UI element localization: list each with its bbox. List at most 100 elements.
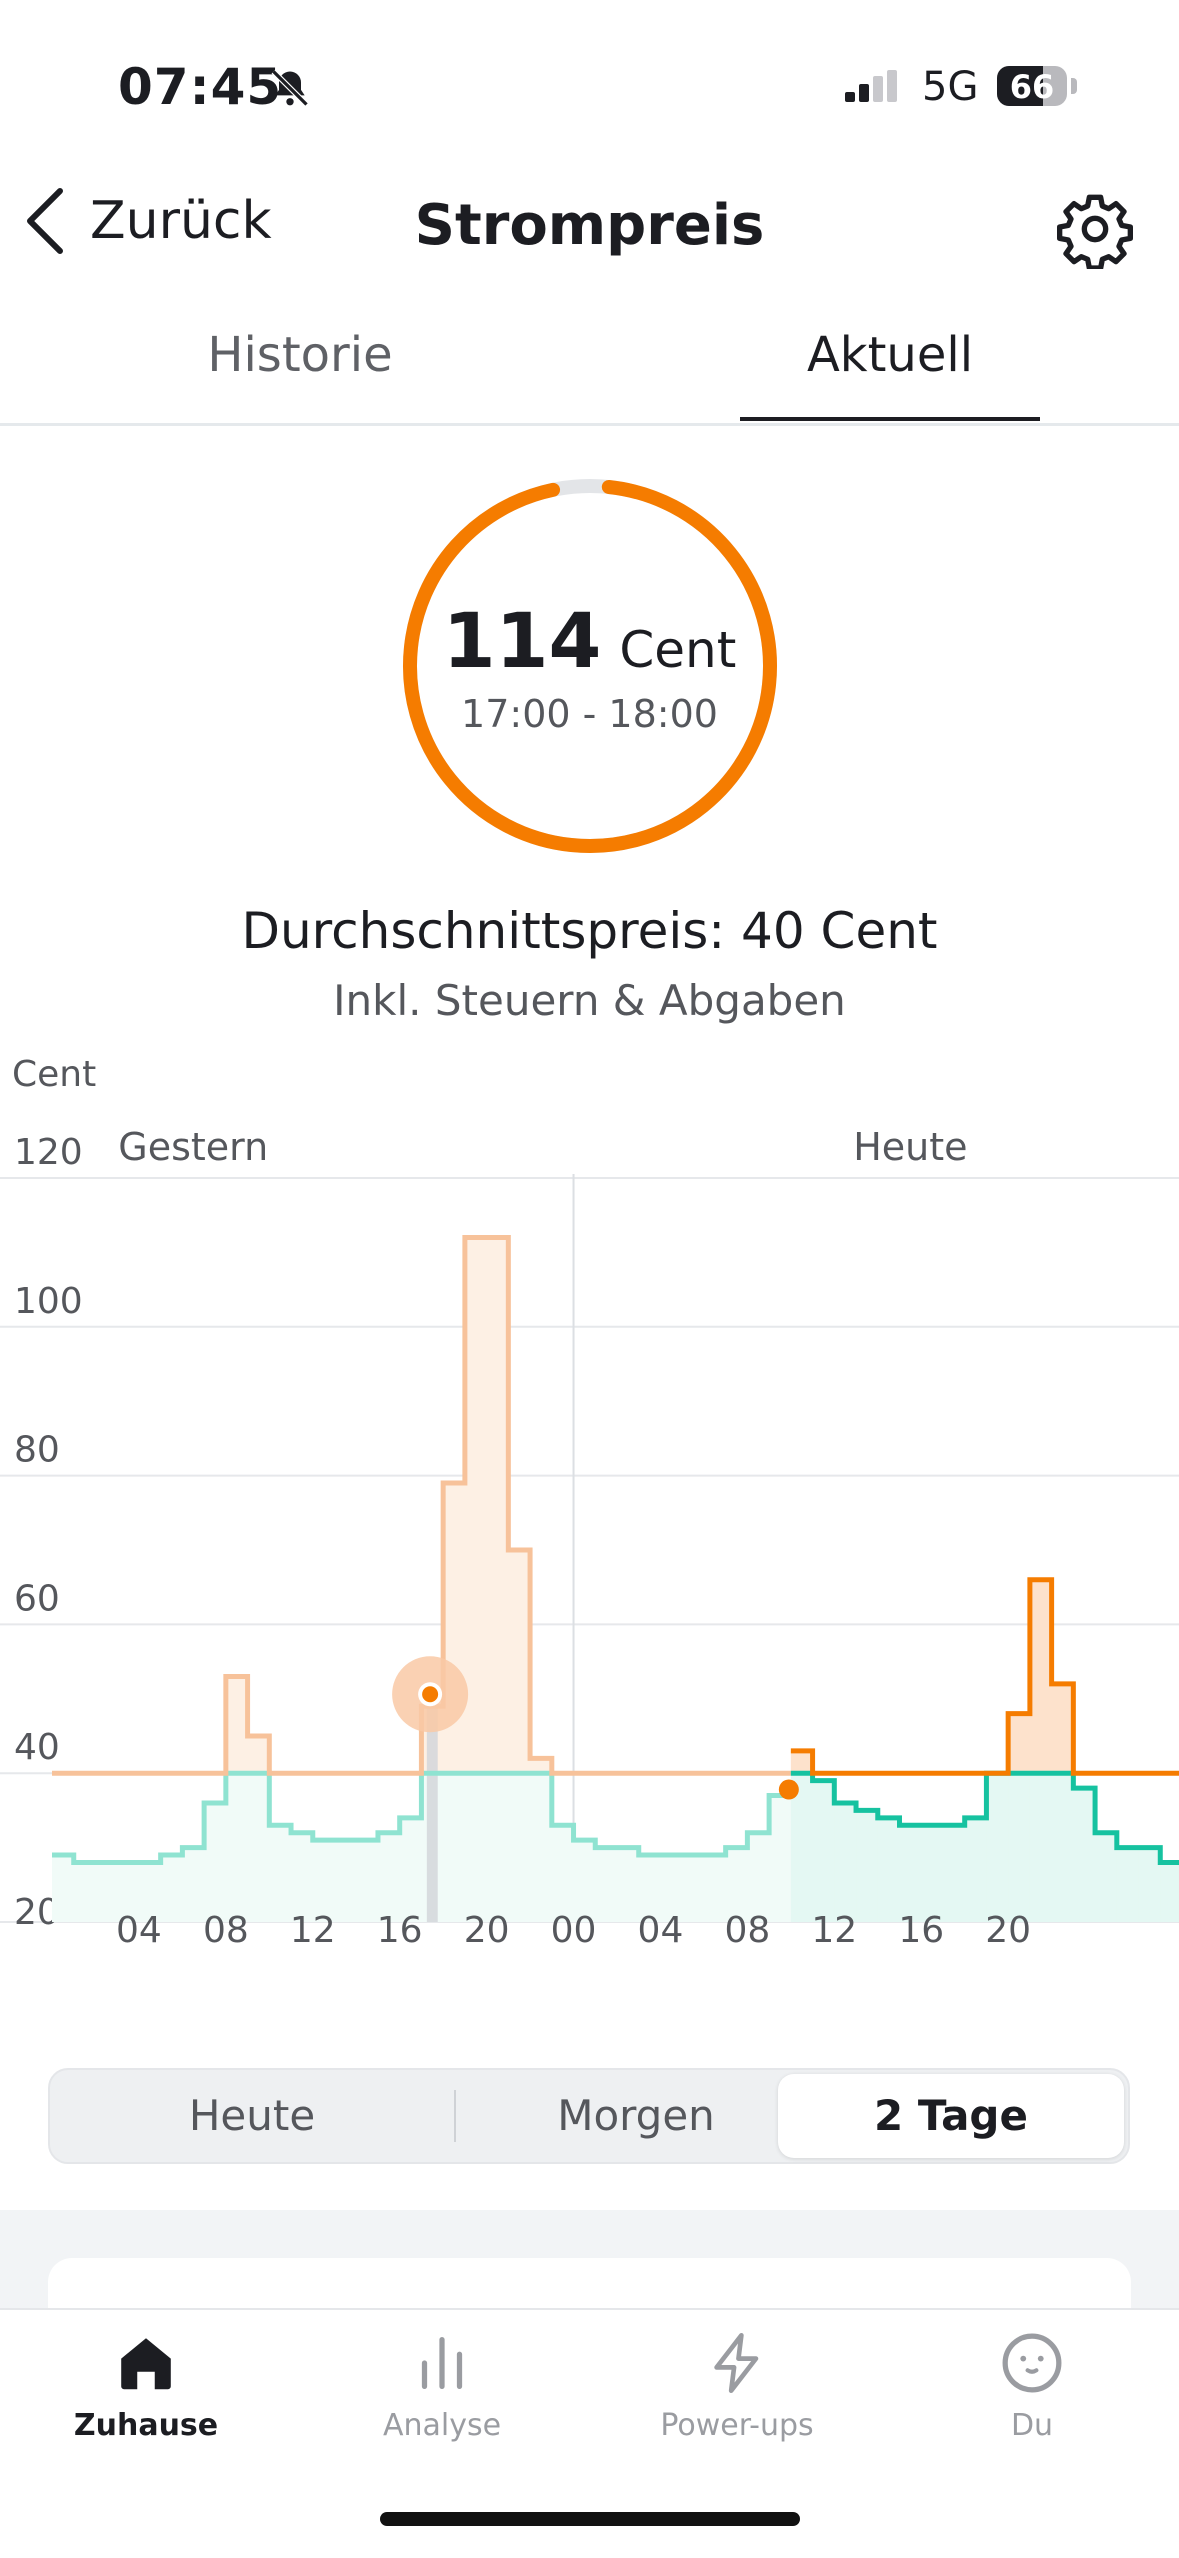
day-label-gestern: Gestern: [118, 1125, 268, 1169]
x-tick-label: 00: [551, 1910, 597, 1951]
low-fill-bin: [225, 1773, 249, 1922]
tab-aktuell[interactable]: Aktuell: [806, 327, 974, 383]
low-fill-bin: [551, 1825, 575, 1922]
tab-bar-top: Historie Aktuell: [0, 305, 1179, 426]
x-tick-label: 12: [811, 1910, 857, 1951]
low-fill-bin: [1160, 1862, 1179, 1922]
price-note: Inkl. Steuern & Abgaben: [333, 976, 846, 1025]
tab-underline: [740, 417, 1040, 421]
low-fill-bin: [660, 1855, 683, 1922]
low-fill-bin: [312, 1840, 335, 1922]
tabbar-item-zuhause[interactable]: Zuhause: [26, 2328, 266, 2443]
x-tick-label: 16: [377, 1910, 423, 1951]
high-fill-bin: [1008, 1713, 1031, 1774]
y-tick-label: 120: [14, 1132, 83, 1173]
high-fill-bin: [464, 1237, 488, 1774]
current-marker-dot: [422, 1686, 439, 1703]
current-hour-bar: [426, 1706, 438, 1922]
network-type: 5G: [922, 64, 979, 110]
low-fill-bin: [1029, 1773, 1053, 1922]
current-price: 114 Cent: [0, 596, 1179, 685]
tab-historie[interactable]: Historie: [207, 327, 393, 383]
low-fill-bin: [443, 1773, 466, 1922]
bell-muted-icon: [271, 69, 309, 107]
low-fill-bin: [638, 1855, 661, 1922]
price-chart[interactable]: Cent 20 40 60 80 100 120 Gestern Heute 04 08 12 16 20…: [0, 1050, 1179, 1980]
tabbar-item-du[interactable]: Du: [912, 2328, 1152, 2443]
low-fill-bin: [334, 1840, 357, 1922]
high-fill-bin: [486, 1237, 509, 1774]
low-fill-bin: [1008, 1773, 1031, 1922]
low-fill-bin: [1138, 1847, 1161, 1922]
home-indicator: [380, 2512, 800, 2526]
cell-signal-icon: [845, 70, 897, 102]
x-tick-label: 20: [464, 1910, 510, 1951]
low-fill-bin: [356, 1840, 379, 1922]
low-fill-bin: [52, 1855, 75, 1922]
low-fill-bin: [573, 1840, 596, 1922]
battery-level: 66: [1009, 68, 1055, 106]
high-fill-bin: [790, 1750, 814, 1774]
high-fill-bin: [225, 1676, 249, 1774]
price-line-future-low: [790, 1770, 1179, 1865]
x-tick-label: 12: [290, 1910, 336, 1951]
high-fill-bin: [247, 1736, 270, 1774]
segment-morgen[interactable]: Morgen: [557, 2091, 715, 2140]
day-label-heute: Heute: [853, 1125, 967, 1169]
face-icon: [1002, 2333, 1062, 2393]
low-fill-bin: [1073, 1788, 1096, 1922]
y-tick-label: 80: [14, 1430, 60, 1471]
segment-divider: [454, 2090, 456, 2142]
x-tick-label: 08: [203, 1910, 249, 1951]
low-fill-bin: [812, 1780, 835, 1922]
low-fill-bin: [117, 1862, 140, 1922]
low-fill-bin: [377, 1832, 401, 1922]
lightning-icon: [714, 2332, 759, 2394]
tabbar-item-analyse[interactable]: Analyse: [322, 2328, 562, 2443]
back-button[interactable]: Zurück: [22, 185, 272, 257]
tabbar-label: Power-ups: [660, 2408, 814, 2443]
low-fill-bin: [486, 1773, 509, 1922]
low-fill-bin: [595, 1847, 618, 1922]
price-line-future-high: [790, 1577, 1179, 1776]
low-fill-bin: [703, 1855, 727, 1922]
chevron-left-icon: [27, 188, 63, 254]
high-fill-bin: [443, 1483, 466, 1774]
segment-heute[interactable]: Heute: [188, 2091, 316, 2140]
x-tick-label: 04: [638, 1910, 684, 1951]
low-fill-bin: [182, 1847, 205, 1922]
low-fill-bin: [682, 1855, 705, 1922]
battery-tip: [1071, 78, 1077, 94]
bar-chart-icon: [421, 2337, 463, 2389]
segment-2-tage[interactable]: 2 Tage: [778, 2074, 1124, 2158]
low-fill-bin: [464, 1773, 488, 1922]
high-fill-bin: [508, 1550, 531, 1774]
range-segmented-control: Heute Morgen 2 Tage: [48, 2068, 1130, 2164]
average-price: Durchschnittspreis: 40 Cent: [241, 902, 938, 960]
price-line-past-low: [52, 1770, 791, 1865]
low-fill-bin: [747, 1832, 770, 1922]
price-time-range: 17:00 - 18:00: [461, 692, 718, 736]
price-unit: Cent: [619, 621, 737, 679]
low-fill-bin: [138, 1862, 162, 1922]
ring-progress: [403, 479, 777, 853]
y-tick-label: 100: [14, 1281, 83, 1322]
y-tick-label: 60: [14, 1578, 60, 1619]
home-icon: [121, 2338, 171, 2390]
status-bar: 07:45 5G 66: [0, 0, 1179, 175]
gear-icon[interactable]: [1055, 189, 1135, 269]
tabbar-item-power-ups[interactable]: Power-ups: [617, 2328, 857, 2443]
high-fill-bin: [1051, 1683, 1074, 1774]
high-fill-bin: [530, 1758, 553, 1774]
low-fill-bin: [160, 1855, 183, 1922]
low-fill-bin: [617, 1847, 640, 1922]
low-fill-bin: [1116, 1847, 1140, 1922]
low-fill-bin: [725, 1847, 748, 1922]
page-title: Strompreis: [414, 193, 765, 258]
low-fill-bin: [899, 1825, 922, 1922]
low-fill-bin: [790, 1773, 814, 1922]
low-fill-bin: [769, 1795, 792, 1922]
x-tick-label: 08: [724, 1910, 770, 1951]
low-fill-bin: [964, 1817, 987, 1922]
y-tick-label: 40: [14, 1727, 60, 1768]
